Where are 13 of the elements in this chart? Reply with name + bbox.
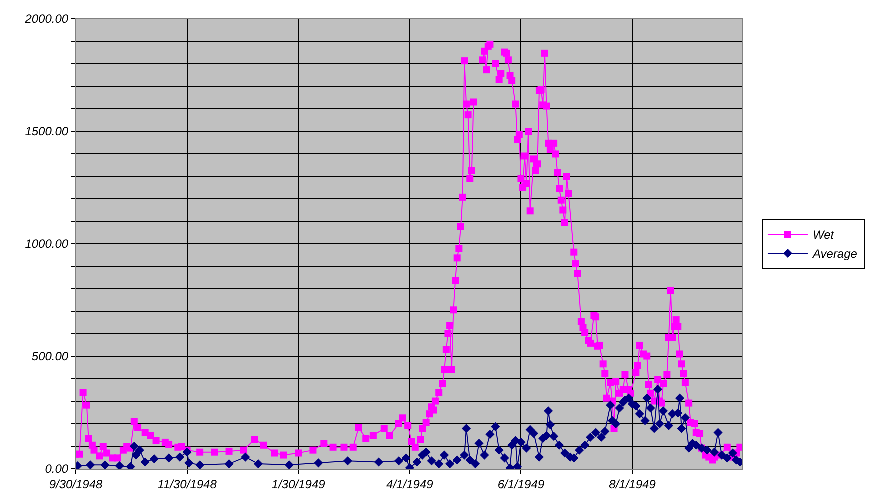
y-tick-label: 1500.00	[25, 124, 69, 139]
x-tick-label: 4/1/1949	[386, 477, 434, 492]
y-tick-label: 1000.00	[25, 237, 69, 252]
x-tick-label: 1/30/1949	[272, 477, 326, 492]
legend-label: Average	[812, 247, 858, 262]
legend-label: Wet	[812, 228, 835, 242]
x-tick-label: 8/1/1949	[609, 477, 656, 492]
y-tick-label: 500.00	[32, 350, 69, 364]
y-tick-label: 0.00	[45, 462, 69, 476]
x-tick-label: 11/30/1948	[158, 477, 218, 492]
x-tick-label: 6/1/1949	[498, 477, 545, 492]
y-tick-label: 2000.00	[24, 12, 69, 26]
x-tick-label: 9/30/1948	[49, 477, 104, 492]
